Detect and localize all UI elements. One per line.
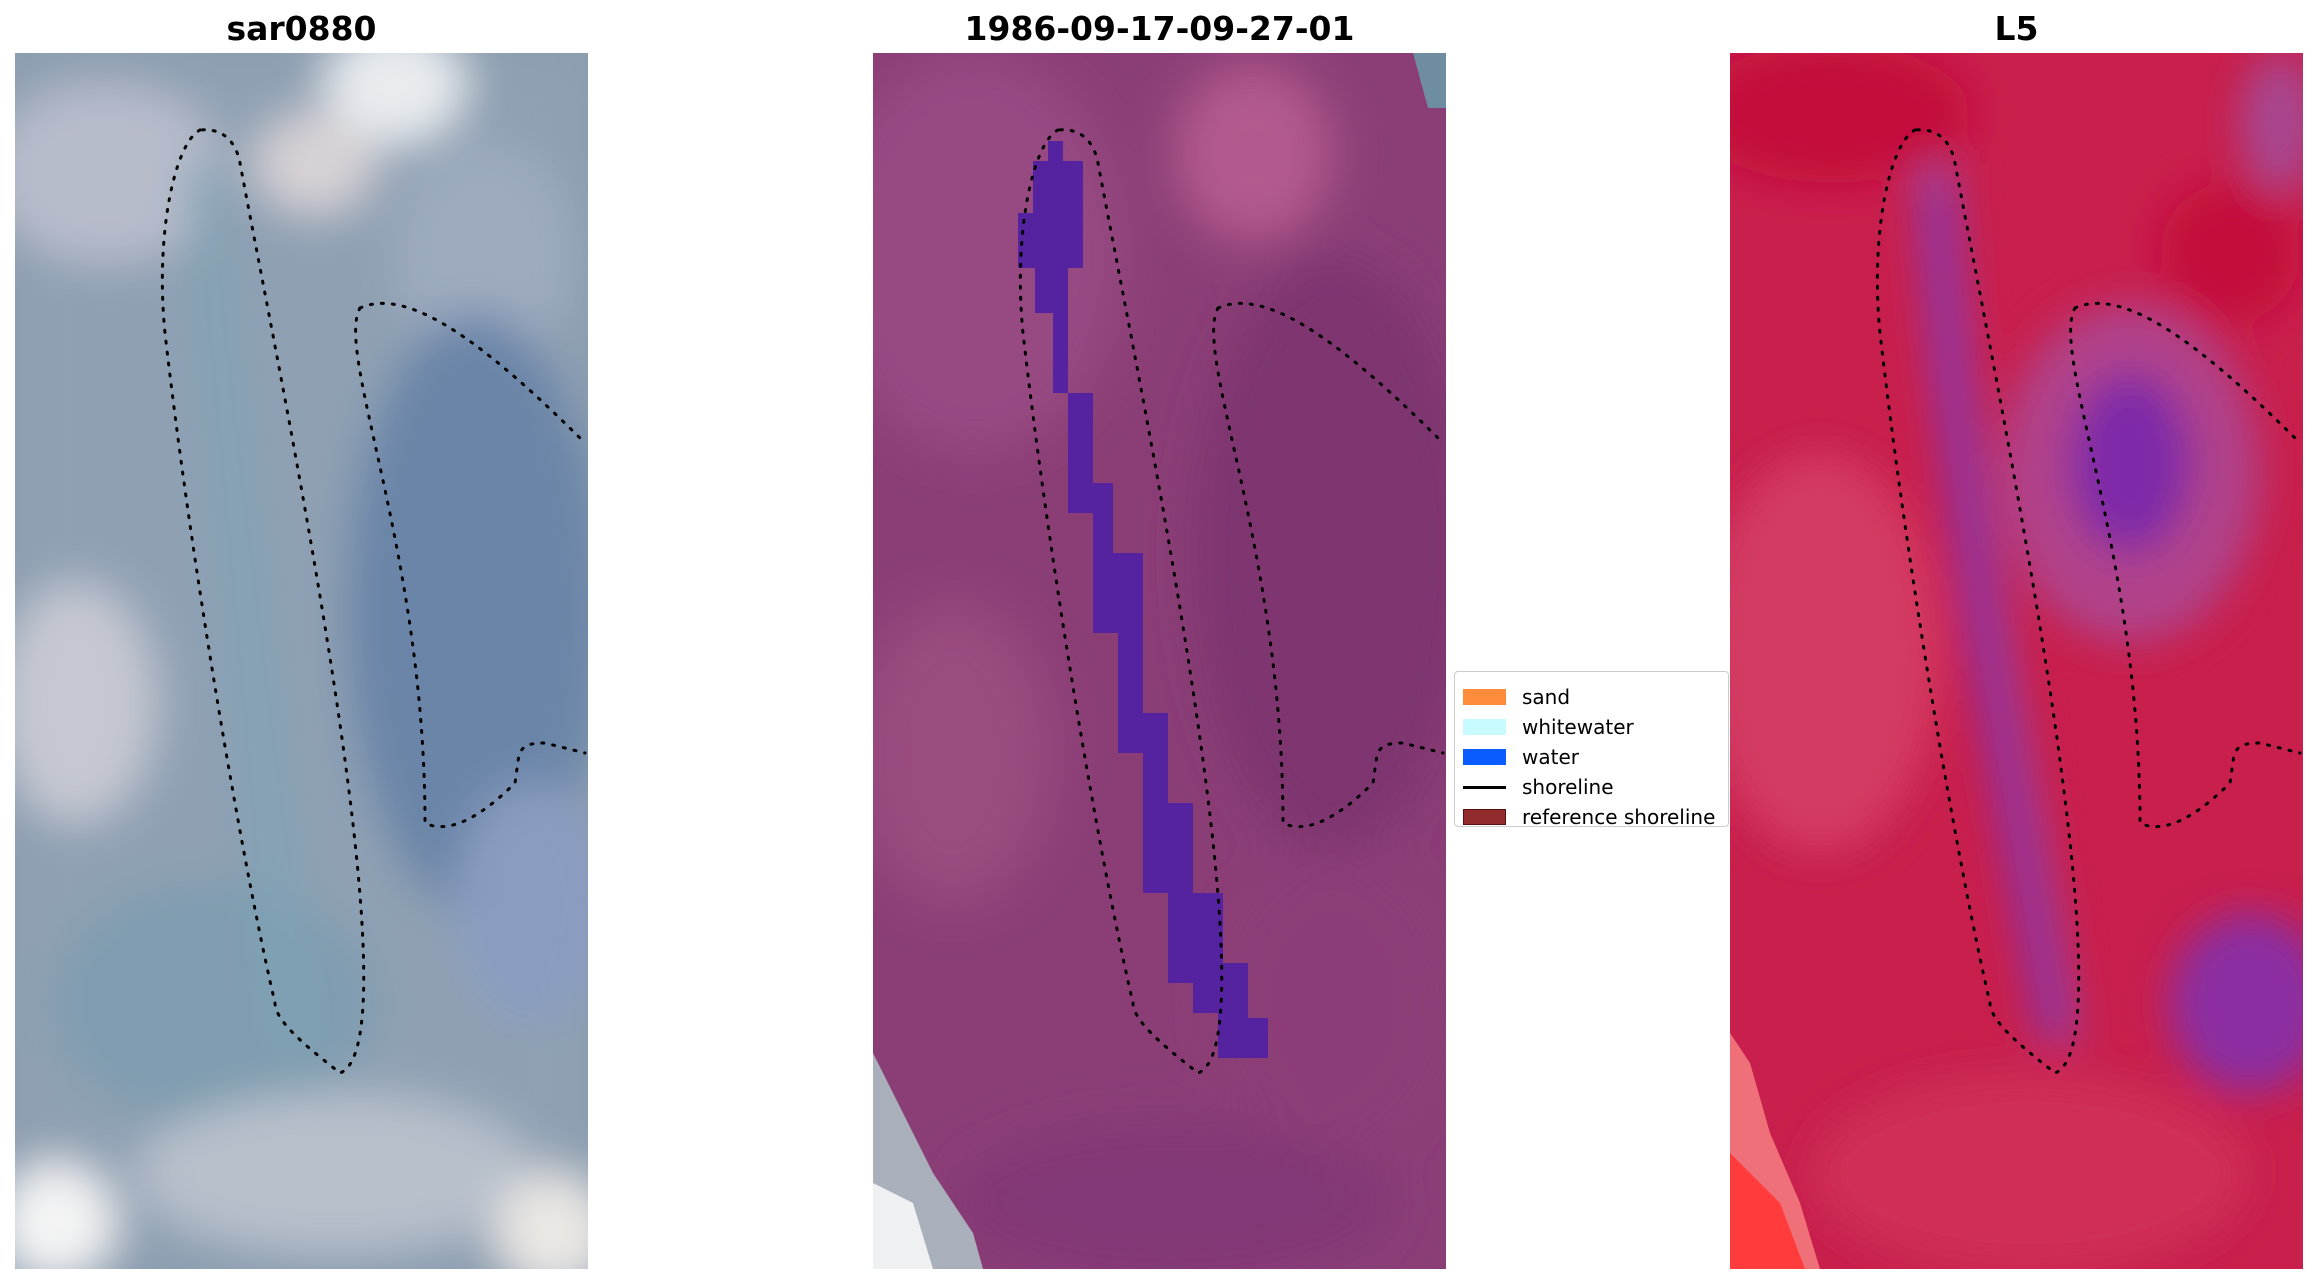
- rgb-image: [15, 53, 588, 1269]
- rgb-image-panel: [15, 53, 588, 1269]
- legend-label: shoreline: [1522, 775, 1614, 799]
- reference-shoreline-overlay-3: [1875, 128, 2302, 1075]
- legend-label: water: [1522, 745, 1579, 769]
- classified-image: [873, 53, 1446, 1269]
- panel-title-classified: 1986-09-17-09-27-01: [964, 9, 1355, 48]
- legend-label: whitewater: [1522, 715, 1634, 739]
- legend-label: reference shoreline: [1522, 805, 1716, 829]
- legend-item-water: water: [1463, 742, 1579, 772]
- water-mask: [1018, 141, 1268, 1058]
- index-image-panel: [1730, 53, 2303, 1269]
- legend-item-reference-shoreline: reference shoreline: [1463, 802, 1715, 832]
- reference-shoreline-swatch: [1463, 809, 1506, 825]
- panel-title-rgb: sar0880: [226, 9, 377, 48]
- reference-shoreline-overlay-2: [1018, 128, 1445, 1075]
- reference-shoreline-overlay-1: [160, 128, 587, 1075]
- legend-item-sand: sand: [1463, 682, 1570, 712]
- legend-item-whitewater: whitewater: [1463, 712, 1634, 742]
- legend-label: sand: [1522, 685, 1571, 709]
- sand-swatch: [1463, 689, 1506, 705]
- legend-item-shoreline: shoreline: [1463, 772, 1614, 802]
- classified-image-panel: [873, 53, 1446, 1269]
- legend: sand whitewater water shoreline referenc…: [1454, 671, 1729, 829]
- panel-title-index: L5: [1994, 9, 2039, 48]
- water-swatch: [1463, 749, 1506, 765]
- whitewater-swatch: [1463, 719, 1506, 735]
- shoreline-line-swatch: [1463, 785, 1506, 789]
- index-image: [1730, 53, 2303, 1269]
